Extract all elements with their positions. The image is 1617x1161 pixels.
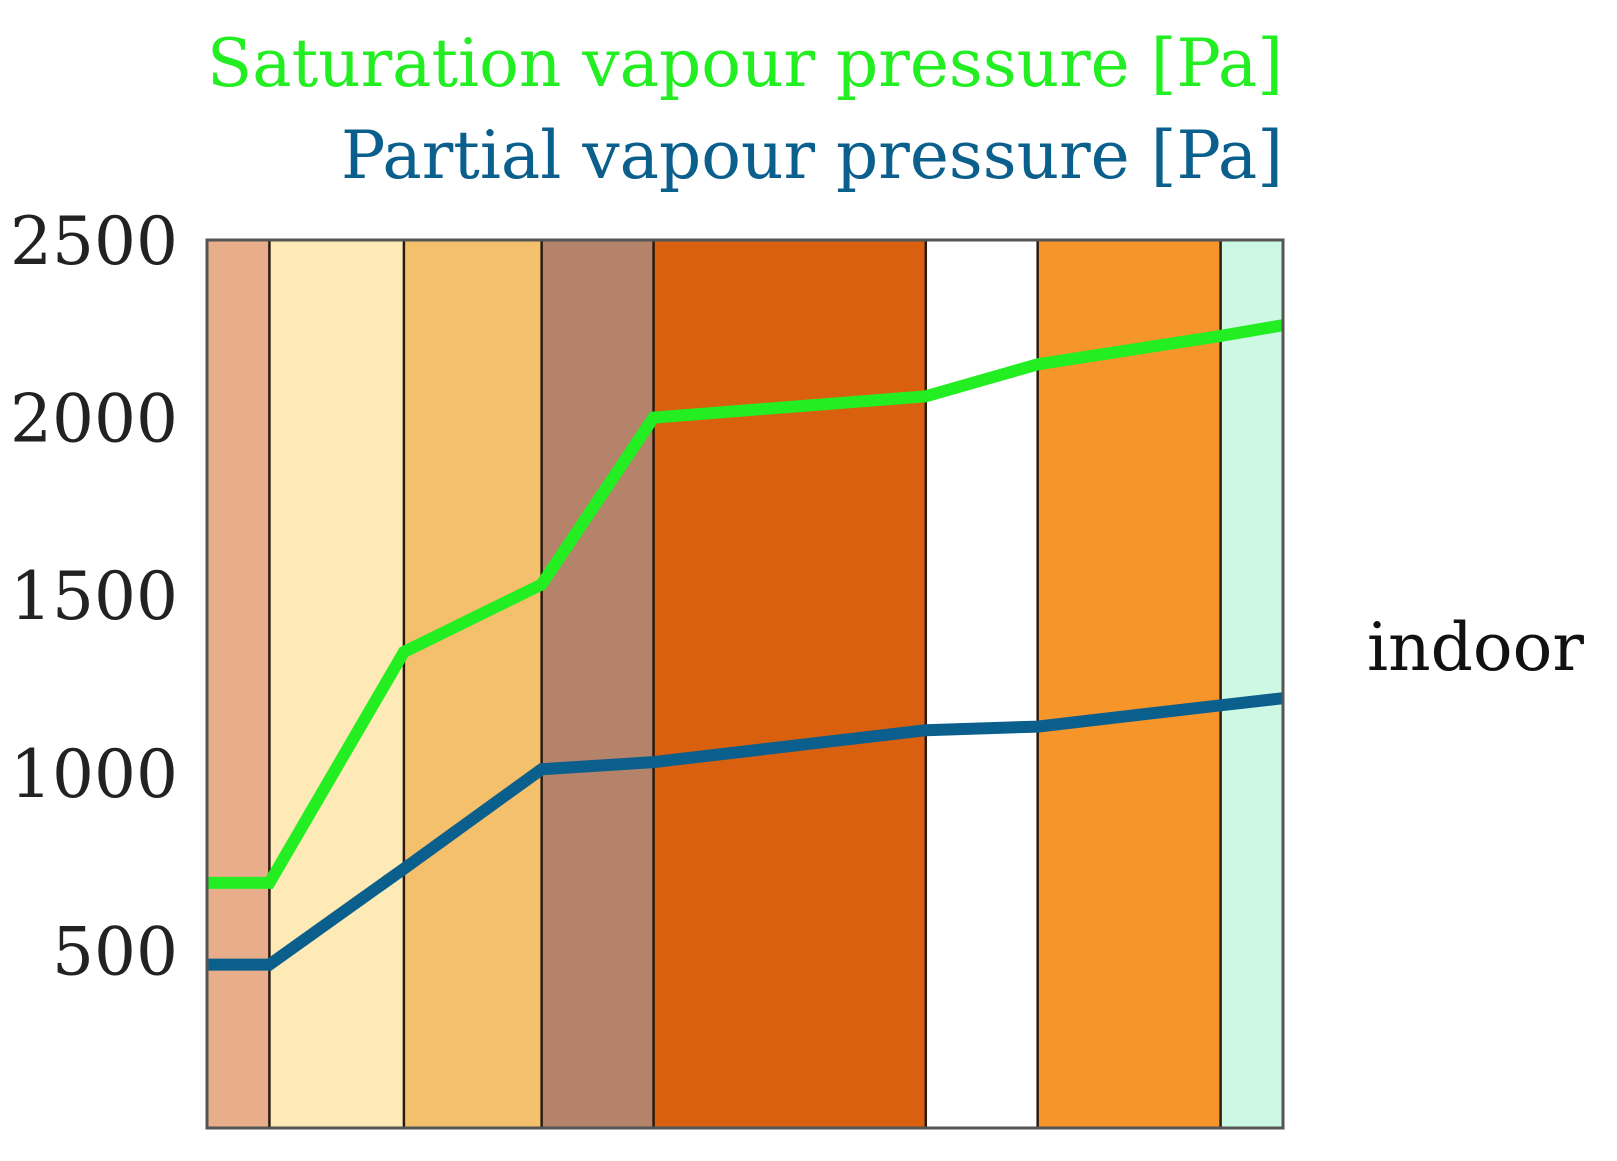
saturation-vapour-pressure-line — [207, 319, 1285, 889]
partial-vapour-pressure-line — [207, 692, 1284, 971]
y-tick-label-1000: 1000 — [10, 736, 178, 813]
layer-band-7 — [1037, 240, 1221, 1128]
layer-band-3 — [403, 240, 542, 1128]
y-tick-label-2500: 2500 — [10, 203, 178, 280]
layer-band-4 — [541, 240, 654, 1128]
layer-band-5 — [653, 240, 926, 1128]
material-layers — [207, 240, 1283, 1128]
series-lines — [207, 319, 1285, 971]
legend-partial-vapour-pressure: Partial vapour pressure [Pa] — [341, 117, 1283, 194]
y-axis-ticks: 500 1000 1500 2000 2500 — [10, 203, 178, 990]
y-tick-label-1500: 1500 — [10, 558, 178, 635]
layer-band-8 — [1220, 240, 1283, 1128]
y-tick-label-2000: 2000 — [10, 381, 178, 458]
layer-band-1 — [207, 240, 270, 1128]
legend-saturation-vapour-pressure: Saturation vapour pressure [Pa] — [207, 25, 1283, 102]
layer-dividers — [268, 240, 1222, 1128]
plot-frame — [205, 238, 1285, 1130]
y-tick-label-500: 500 — [52, 913, 178, 990]
indoor-label: indoor — [1367, 609, 1584, 686]
